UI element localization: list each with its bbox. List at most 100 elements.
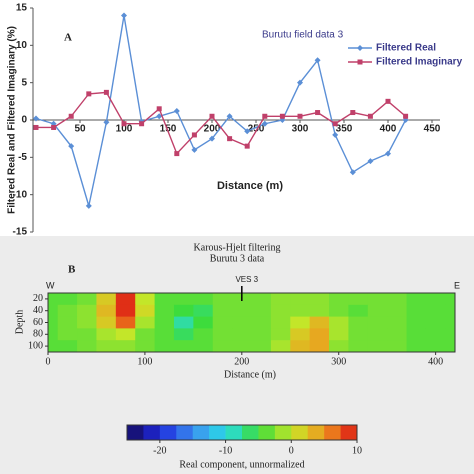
colorbar-frame (126, 424, 358, 441)
cell (445, 304, 455, 318)
cell (309, 293, 330, 306)
cell (425, 316, 446, 329)
cell (251, 316, 272, 329)
cell (48, 293, 59, 306)
colorbar-segment (209, 425, 226, 440)
cell (154, 304, 175, 318)
heatmap-cells (48, 293, 455, 352)
point (51, 124, 57, 130)
chart-subtitle: Burutu 3 data (210, 253, 265, 264)
y-tick-label: -5 (18, 152, 27, 163)
cell (154, 328, 175, 341)
cell (445, 316, 455, 329)
x-tick-label: 200 (204, 124, 221, 135)
y-tick-label: 40 (33, 305, 43, 316)
cell (367, 340, 388, 352)
point (191, 146, 198, 153)
y-tick-label: 10 (16, 40, 28, 51)
cell (48, 340, 59, 352)
cell (135, 316, 156, 329)
point (68, 143, 75, 150)
cell (290, 316, 311, 329)
point (244, 143, 250, 149)
cell (96, 293, 117, 306)
point (367, 113, 373, 119)
cell (290, 304, 311, 318)
point (261, 120, 268, 127)
cell (329, 293, 349, 306)
cell (96, 304, 117, 318)
legend-marker (357, 45, 363, 51)
cell (348, 293, 369, 306)
cell (154, 340, 175, 352)
colorbar-segment (159, 425, 177, 440)
cell (251, 304, 272, 318)
cell (329, 328, 349, 341)
x-tick-label: 300 (331, 356, 346, 367)
x-tick-label: 0 (46, 356, 51, 367)
panel-label: B (68, 264, 76, 276)
colorbar-tick-label: 10 (352, 445, 362, 456)
point (173, 108, 180, 115)
x-tick-label: 50 (74, 124, 86, 135)
cell (173, 304, 194, 318)
cell (135, 304, 156, 318)
cell (348, 304, 369, 318)
x-tick-label: 100 (137, 356, 152, 367)
point (85, 202, 92, 209)
cell (115, 340, 136, 352)
cell (406, 328, 427, 341)
left-label: W (46, 280, 55, 290)
point (226, 113, 233, 120)
cell (173, 293, 194, 306)
cell (387, 316, 408, 329)
y-axis-label: Filtered Real and Filtered Imaginary (%) (7, 26, 18, 214)
colorbar-segment (307, 425, 325, 440)
cell (387, 304, 408, 318)
point (209, 113, 215, 119)
x-tick-label: 450 (424, 124, 441, 135)
colorbar-tick-label: -10 (219, 445, 232, 456)
point (349, 169, 356, 176)
point (297, 113, 303, 119)
cell (232, 316, 252, 329)
x-tick-label: 250 (248, 124, 265, 135)
point (156, 113, 163, 120)
cell (154, 316, 175, 329)
x-tick-label: 400 (380, 124, 397, 135)
x-axis-label: Distance (m) (224, 369, 276, 380)
cell (406, 340, 427, 352)
y-tick-label: 80 (33, 329, 43, 340)
cell (48, 304, 59, 318)
colorbar-label: Real component, unnormalized (179, 459, 304, 470)
cell (96, 340, 117, 352)
cell (212, 293, 233, 306)
point (139, 121, 145, 127)
y-axis-label: Depth (14, 310, 25, 334)
cell (57, 340, 78, 352)
panel-label: A (64, 32, 72, 44)
cell (135, 293, 156, 306)
cell (367, 328, 388, 341)
cell (77, 304, 97, 318)
x-tick-label: 100 (116, 124, 133, 135)
cell (212, 304, 233, 318)
cell (425, 328, 446, 341)
y-tick-label: -15 (13, 227, 28, 238)
cell (115, 304, 136, 318)
cell (154, 293, 175, 306)
point (227, 136, 233, 142)
cell (115, 316, 136, 329)
colorbar-segment (127, 425, 144, 440)
colorbar-segment (291, 425, 309, 440)
colorbar-segment (176, 425, 194, 440)
cell (251, 293, 272, 306)
point (297, 79, 303, 86)
cell (348, 340, 369, 352)
point (244, 128, 251, 135)
cell (367, 304, 388, 318)
cell (425, 340, 446, 352)
point (86, 91, 92, 97)
colorbar-segment (274, 425, 292, 440)
colorbar-segment (242, 425, 259, 440)
